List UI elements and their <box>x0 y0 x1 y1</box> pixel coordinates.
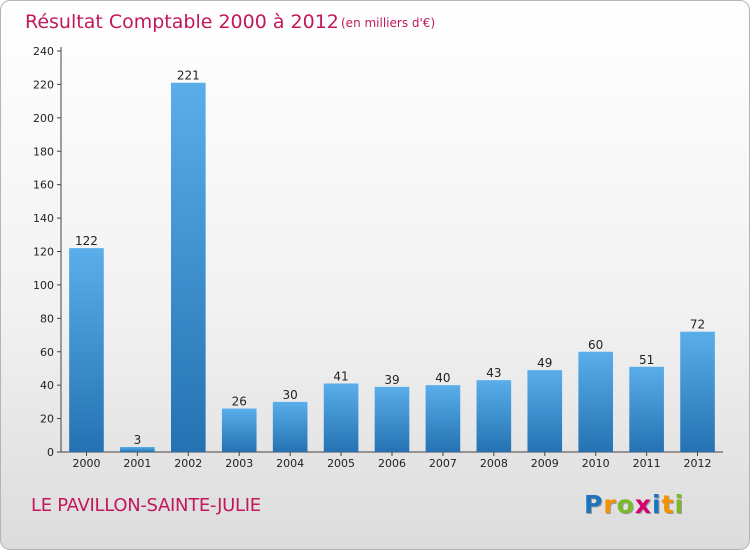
bar <box>170 82 206 452</box>
y-tick-label: 240 <box>33 45 54 58</box>
x-tick-label: 2003 <box>225 457 253 470</box>
chart-subtitle: (en milliers d'€) <box>341 16 435 30</box>
logo-letter: i <box>652 490 662 519</box>
data-label: 49 <box>537 356 552 370</box>
data-label: 221 <box>177 69 200 83</box>
data-label: 26 <box>232 395 247 409</box>
bar <box>527 370 563 452</box>
y-tick-label: 20 <box>40 413 54 426</box>
chart-title: Résultat Comptable 2000 à 2012 <box>25 11 339 33</box>
bar <box>221 408 257 452</box>
data-label: 41 <box>333 369 348 383</box>
data-label: 39 <box>384 373 399 387</box>
data-label: 3 <box>134 433 142 447</box>
y-tick-label: 80 <box>40 312 54 325</box>
data-label: 72 <box>690 318 705 332</box>
x-tick-label: 2010 <box>582 457 610 470</box>
logo-letter: x <box>634 490 652 519</box>
x-tick-label: 2009 <box>531 457 559 470</box>
y-tick-label: 0 <box>47 446 54 459</box>
logo-letter: i <box>674 490 685 519</box>
y-tick-label: 140 <box>33 212 54 225</box>
logo-letter: r <box>603 490 617 519</box>
bar <box>374 386 410 452</box>
x-axis-ticks: 2000 2001 2002 2003 2004 2005 2006 2007 2008 2009… <box>72 452 712 470</box>
x-tick-label: 2000 <box>72 457 100 470</box>
x-tick-label: 2011 <box>633 457 661 470</box>
logo-letter: P <box>584 490 604 519</box>
logo-letter: o <box>616 490 635 519</box>
bar <box>69 248 104 452</box>
y-tick-label: 160 <box>33 179 54 192</box>
y-tick-label: 200 <box>33 112 54 125</box>
x-tick-label: 2002 <box>174 457 202 470</box>
bar <box>120 446 155 452</box>
bar <box>578 351 614 452</box>
y-tick-label: 180 <box>33 145 54 158</box>
y-axis-ticks: 0 20 40 60 80 100 120 140 160 180 200 220 240 <box>33 45 61 459</box>
bar <box>425 385 461 452</box>
bar <box>272 401 308 452</box>
x-tick-label: 2004 <box>276 457 304 470</box>
y-tick-label: 40 <box>40 379 54 392</box>
bar <box>629 366 664 452</box>
bar <box>680 331 715 452</box>
bar <box>323 383 359 452</box>
bars: 122 3 221 26 30 41 39 40 43 49 60 51 72 <box>69 69 715 452</box>
x-tick-label: 2001 <box>123 457 151 470</box>
proxiti-logo: Proxiti <box>584 490 684 519</box>
x-tick-label: 2007 <box>429 457 457 470</box>
x-tick-label: 2008 <box>480 457 508 470</box>
y-tick-label: 220 <box>33 78 54 91</box>
data-label: 60 <box>588 338 603 352</box>
x-tick-label: 2012 <box>684 457 712 470</box>
x-tick-label: 2006 <box>378 457 406 470</box>
data-label: 30 <box>283 388 298 402</box>
commune-name: LE PAVILLON-SAINTE-JULIE <box>31 495 261 516</box>
y-tick-label: 120 <box>33 246 54 259</box>
y-tick-label: 60 <box>40 346 54 359</box>
data-label: 43 <box>486 366 501 380</box>
data-label: 40 <box>435 371 450 385</box>
y-tick-label: 100 <box>33 279 54 292</box>
data-label: 51 <box>639 353 654 367</box>
data-label: 122 <box>75 234 98 248</box>
bar <box>476 380 512 452</box>
x-tick-label: 2005 <box>327 457 355 470</box>
logo-letter: t <box>661 490 675 519</box>
